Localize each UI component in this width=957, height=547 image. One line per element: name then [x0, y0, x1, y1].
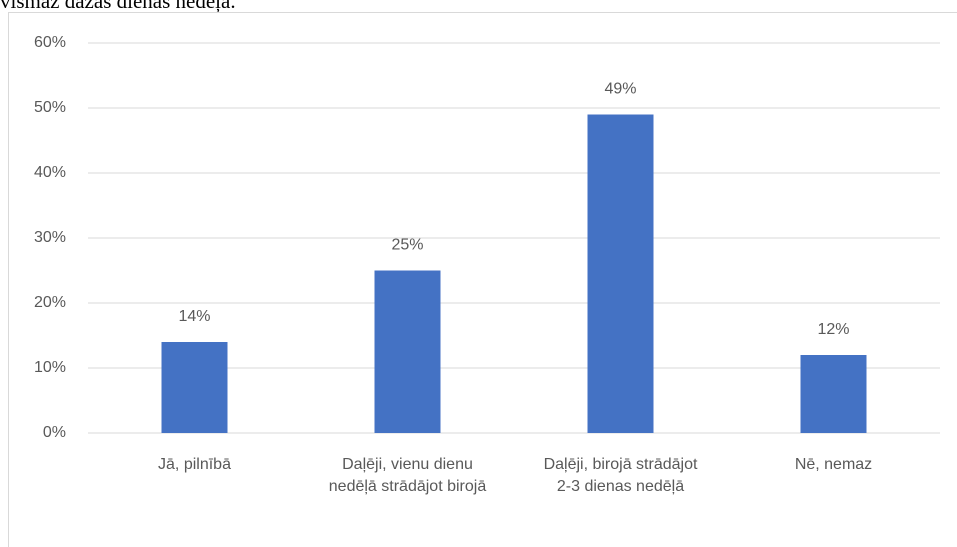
data-label: 14%	[178, 308, 210, 325]
data-label: 12%	[817, 321, 849, 338]
y-tick-label: 20%	[34, 294, 66, 311]
x-tick-label: Jā, pilnībā	[158, 456, 231, 473]
y-tick-label: 50%	[34, 99, 66, 116]
bar	[587, 114, 654, 433]
y-tick-label: 10%	[34, 359, 66, 376]
y-tick-label: 0%	[43, 424, 66, 441]
x-tick-label: Daļēji, vienu dienu nedēļā strādājot bir…	[328, 456, 487, 495]
chart-frame	[8, 12, 957, 547]
data-label: 49%	[604, 81, 636, 98]
x-tick-label: Nē, nemaz	[794, 456, 873, 473]
y-tick-label: 60%	[34, 34, 66, 51]
y-tick-label: 30%	[34, 229, 66, 246]
bar	[374, 270, 441, 433]
x-tick-label: Daļēji, birojā strādājot 2-3 dienas nedē…	[543, 456, 698, 495]
bar	[161, 342, 228, 433]
caption-text: vismaz dažas dienas nedēļā.	[0, 0, 236, 13]
data-label: 25%	[391, 237, 423, 254]
bar	[800, 355, 867, 433]
y-tick-label: 40%	[34, 164, 66, 181]
